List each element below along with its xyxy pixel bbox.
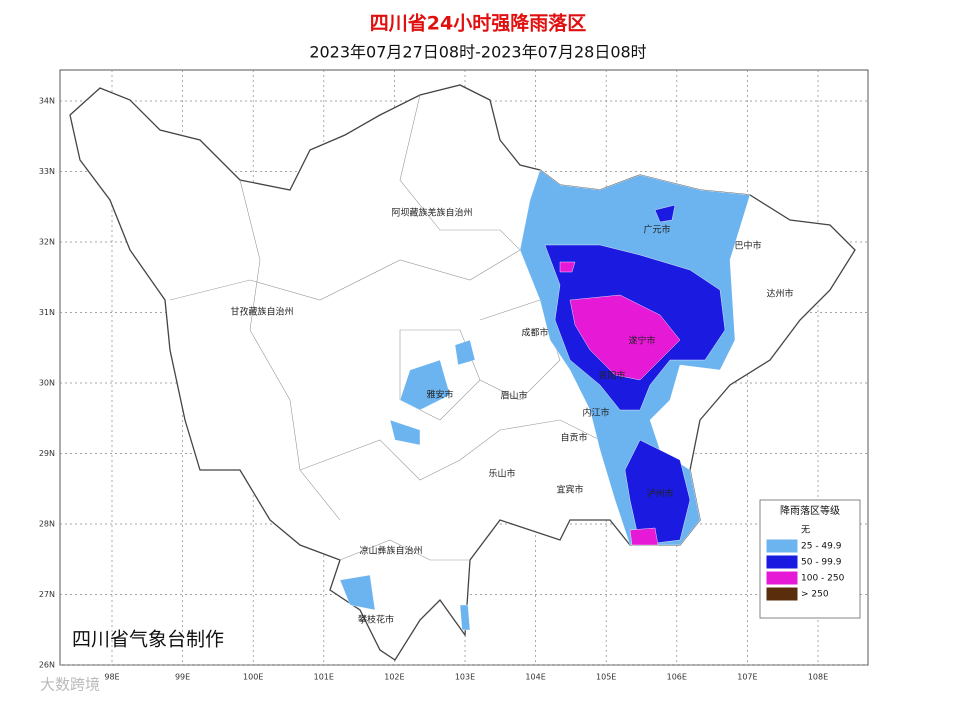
place-label: 攀枝花市 [358,614,394,626]
place-label: 成都市 [521,327,548,339]
lon-label: 98E [104,673,119,682]
rain-area [389,419,421,446]
legend-swatch [766,587,798,601]
rain-area [654,204,676,223]
legend-label: 25 - 49.9 [801,542,842,552]
legend-swatch [766,571,798,585]
place-label: 达州市 [766,288,793,300]
lat-label: 31N [39,308,55,317]
lat-label: 29N [39,449,55,458]
legend-label: > 250 [801,590,829,600]
rain-area [559,261,576,273]
rain-area [569,294,681,381]
county-lines [169,94,601,561]
boundary [479,299,561,401]
boundary [239,179,341,521]
rain-area [454,339,476,366]
lon-label: 107E [737,673,757,682]
lon-label: 106E [667,673,687,682]
rain-area [339,574,376,611]
place-label: 乐山市 [488,468,515,480]
lat-label: 30N [39,379,55,388]
place-label: 雅安市 [426,389,453,401]
subtitle: 2023年07月27日08时-2023年07月28日08时 [309,43,646,62]
watermark: 大数跨境 [40,676,100,694]
credit: 四川省气象台制作 [72,629,224,651]
place-label: 巴中市 [734,240,761,252]
lon-label: 100E [243,673,263,682]
place-label: 资阳市 [598,370,625,382]
place-label: 泸州市 [646,488,673,500]
title: 四川省24小时强降雨落区 [370,12,586,35]
place-label: 遂宁市 [628,335,655,347]
boundary [169,249,521,301]
place-label: 内江市 [582,407,609,419]
boundary [339,539,470,561]
legend-swatch [766,539,798,553]
lon-label: 99E [175,673,190,682]
lat-label: 27N [39,590,55,599]
rain-area [629,527,659,546]
boundary [399,329,481,421]
legend-label: 50 - 99.9 [801,558,842,568]
lon-label: 103E [455,673,475,682]
rain-areas [339,169,751,631]
place-label: 凉山彝族自治州 [359,545,422,557]
lat-label: 34N [39,97,55,106]
lat-label: 26N [39,661,55,670]
place-label: 阿坝藏族羌族自治州 [391,207,472,219]
legend-label: 无 [801,525,810,536]
place-label: 宜宾市 [556,484,583,496]
lon-label: 104E [525,673,545,682]
place-label: 广元市 [643,224,670,236]
legend-swatch [767,524,797,536]
rain-area [459,604,471,631]
rain-area [399,359,451,411]
legend-label: 100 - 250 [801,574,845,584]
lon-label: 101E [314,673,334,682]
boundary [299,419,601,481]
lon-label: 108E [808,673,828,682]
legend: 降雨落区等级 无 25 - 49.9 50 - 99.9 100 - 250 > 250 [759,499,861,619]
place-label: 甘孜藏族自治州 [230,306,293,318]
place-label: 眉山市 [500,390,527,402]
place-label: 自贡市 [560,432,587,444]
boundary [399,94,531,261]
rain-area [624,439,691,546]
legend-swatch [766,555,798,569]
lon-label: 105E [596,673,616,682]
lon-label: 102E [384,673,404,682]
lat-label: 33N [39,167,55,176]
lat-label: 28N [39,520,55,529]
legend-title: 降雨落区等级 [780,504,840,517]
legend-items: 无 25 - 49.9 50 - 99.9 100 - 250 > 250 [766,524,845,601]
lat-label: 32N [39,238,55,247]
